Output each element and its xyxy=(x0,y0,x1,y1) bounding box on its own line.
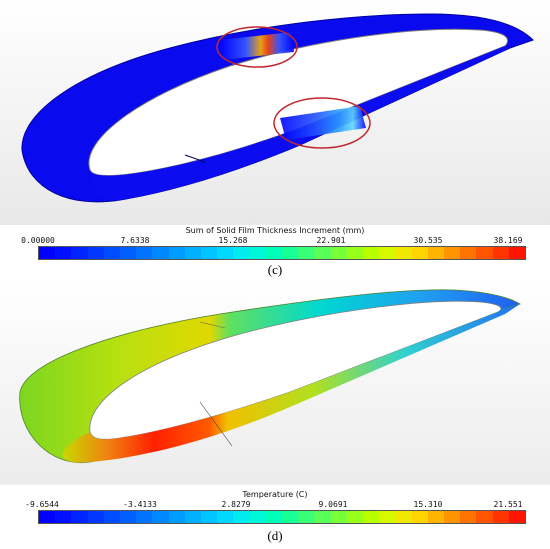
colorbar-segment xyxy=(233,247,250,259)
colorbar-segment xyxy=(363,247,380,259)
colorbar-segment xyxy=(168,511,185,523)
colorbar-segment xyxy=(427,511,445,523)
colorbar-segment xyxy=(217,247,234,259)
colorbar-segment xyxy=(103,247,121,259)
tick-label: 0.00000 xyxy=(21,236,55,245)
colorbar-ticks-c: 0.00000 7.6338 15.268 22.901 30.535 38.1… xyxy=(0,236,550,246)
airfoil-inner-cavity xyxy=(89,300,502,440)
tick-label: 38.169 xyxy=(493,236,523,245)
tick-label: 2.8279 xyxy=(221,500,251,509)
panel-d: Temperature (C) -9.6544 -3.4133 2.8279 9… xyxy=(0,282,550,549)
colorbar-segment xyxy=(444,511,461,523)
tick-label: -9.6544 xyxy=(25,500,59,509)
colorbar-segment xyxy=(282,247,299,259)
legend-title-c: Sum of Solid Film Thickness Increment (m… xyxy=(185,226,365,235)
colorbar-segment xyxy=(152,511,169,523)
airfoil-film-thickness-render xyxy=(0,0,550,225)
colorbar-segment xyxy=(184,511,202,523)
colorbar-segment xyxy=(460,247,477,259)
colorbar-segment xyxy=(395,511,412,523)
colorbar-segment xyxy=(39,511,56,523)
colorbar-segment xyxy=(314,511,331,523)
panel-c: Sum of Solid Film Thickness Increment (m… xyxy=(0,0,550,260)
colorbar-segment xyxy=(330,247,347,259)
colorbar-segment xyxy=(120,511,137,523)
legend-title-d: Temperature (C) xyxy=(242,490,308,499)
colorbar-segment xyxy=(427,247,445,259)
colorbar-segment xyxy=(444,247,461,259)
lower-highlight-circle xyxy=(273,97,371,149)
colorbar-segment xyxy=(265,247,283,259)
colorbar-segment xyxy=(508,511,526,523)
colorbar-segment xyxy=(508,247,526,259)
colorbar-segment xyxy=(346,511,364,523)
airfoil-temperature-render xyxy=(0,282,550,485)
tick-label: -3.4133 xyxy=(123,500,157,509)
colorbar-segment xyxy=(265,511,283,523)
tick-label: 15.268 xyxy=(218,236,248,245)
upper-thickness-band xyxy=(220,32,294,60)
tick-label: 7.6338 xyxy=(120,236,150,245)
colorbar-segment xyxy=(346,247,364,259)
colorbar-segment xyxy=(103,511,121,523)
colorbar-segment xyxy=(217,511,234,523)
colorbar-segment xyxy=(411,247,428,259)
colorbar-segment xyxy=(395,247,412,259)
colorbar-segment xyxy=(492,511,509,523)
colorbar-segment xyxy=(39,247,56,259)
tick-label: 15.310 xyxy=(413,500,443,509)
colorbar-segment xyxy=(168,247,185,259)
colorbar-segment xyxy=(152,247,169,259)
colorbar-segment xyxy=(298,247,315,259)
colorbar-segment xyxy=(71,247,88,259)
tick-label: 22.901 xyxy=(316,236,346,245)
colorbar-segment xyxy=(201,511,218,523)
colorbar-segment xyxy=(314,247,331,259)
tick-label: 21.551 xyxy=(493,500,523,509)
colorbar-segment xyxy=(136,247,153,259)
colorbar-segment xyxy=(55,247,72,259)
airfoil-lower-wall xyxy=(90,46,510,201)
colorbar-segment xyxy=(71,511,88,523)
tick-label: 9.0691 xyxy=(318,500,348,509)
colorbar-segment xyxy=(87,511,104,523)
colorbar-segment xyxy=(120,247,137,259)
colorbar-segment xyxy=(55,511,72,523)
colorbar-segment xyxy=(136,511,153,523)
colorbar-segment xyxy=(476,511,493,523)
colorbar-segment xyxy=(298,511,315,523)
colorbar-ticks-d: -9.6544 -3.4133 2.8279 9.0691 15.310 21.… xyxy=(0,500,550,510)
colorbar-segment xyxy=(363,511,380,523)
colorbar-segment xyxy=(184,247,202,259)
colorbar-segment xyxy=(282,511,299,523)
colorbar-segment xyxy=(87,247,104,259)
colorbar-segment xyxy=(379,247,396,259)
colorbar-segment xyxy=(330,511,347,523)
colorbar-segment xyxy=(492,247,509,259)
caption-d: (d) xyxy=(267,528,283,543)
airfoil-inner-cavity xyxy=(88,28,509,177)
colorbar-segment xyxy=(379,511,396,523)
lower-thickness-band xyxy=(280,106,366,140)
colorbar-segment xyxy=(249,511,266,523)
caption-c: (c) xyxy=(267,262,283,277)
colorbar-segment xyxy=(476,247,493,259)
colorbar-segment xyxy=(249,247,266,259)
upper-highlight-circle xyxy=(216,26,298,68)
tick-label: 30.535 xyxy=(413,236,443,245)
colorbar-d xyxy=(38,510,526,524)
colorbar-c xyxy=(38,246,526,260)
colorbar-segment xyxy=(411,511,428,523)
colorbar-segment xyxy=(201,247,218,259)
colorbar-segment xyxy=(233,511,250,523)
colorbar-segment xyxy=(460,511,477,523)
airfoil-lower-wall xyxy=(62,304,520,463)
